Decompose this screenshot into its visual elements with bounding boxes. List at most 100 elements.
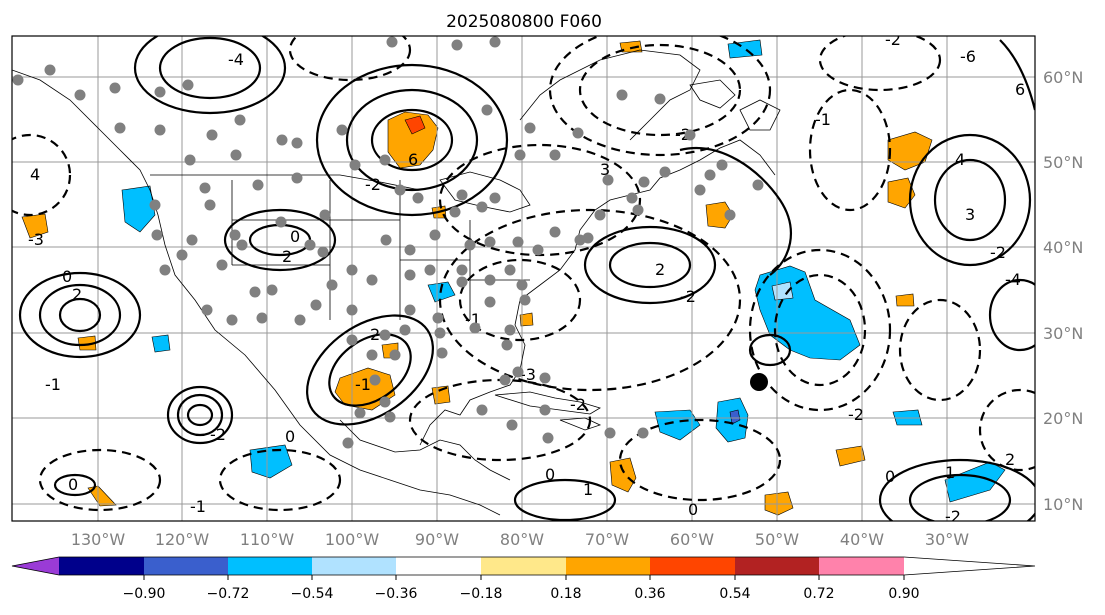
station-dot [226,314,238,326]
contour-label: -2 [570,395,586,414]
station-dot [504,324,516,336]
station-dot [154,124,166,136]
station-dot [514,149,526,161]
contour-label: -4 [228,50,244,69]
station-dot [532,244,544,256]
station-dot [504,264,516,276]
station-dot [539,404,551,416]
contour-label: 3 [965,205,975,224]
station-dot [539,372,551,384]
lon-tick: 110°W [240,530,295,549]
station-dot [346,264,358,276]
station-dot [230,149,242,161]
station-dot [74,89,86,101]
station-dot [206,129,218,141]
station-dot [456,264,468,276]
station-dot [516,279,528,291]
colorbar-tick-label: 0.54 [719,586,750,602]
station-dot [489,192,501,204]
latitude-ticks: 60°N 50°N 40°N 30°N 20°N 10°N [1043,68,1083,514]
contour-label: 2 [282,247,292,266]
contour-label: -2 [365,175,381,194]
lat-tick: 50°N [1043,153,1083,172]
station-dot [379,396,391,408]
contour-label: -2 [210,425,226,444]
station-dot [366,349,378,361]
contour-label: 0 [290,227,300,246]
colorbar-segment [144,557,228,575]
contour-label: 0 [68,475,78,494]
station-dot [149,199,161,211]
station-dot [186,234,198,246]
station-markers [12,36,764,449]
lon-tick: 40°W [840,530,884,549]
lon-tick: 80°W [500,530,544,549]
station-dot [386,36,398,48]
colorbar-tick-label: 0.18 [550,586,581,602]
contour-label: -1 [45,375,61,394]
lat-tick: 40°N [1043,238,1083,257]
station-dot [456,189,468,201]
positive-anomaly-regions [21,40,933,516]
station-dot [716,159,728,171]
station-dot [346,334,358,346]
contour-label: 0 [688,500,698,519]
station-dot [379,154,391,166]
station-dot [499,374,511,386]
contour-label: 2 [370,325,380,344]
station-dot [366,274,378,286]
station-dot [349,159,361,171]
station-dot [489,36,501,48]
contour-label: 0 [545,465,555,484]
map-background [12,36,1035,521]
station-dot [176,249,188,261]
contour-label: -2 [990,243,1006,262]
station-dot [484,296,496,308]
station-dot [252,179,264,191]
contour-label: -4 [1005,270,1021,289]
colorbar-segment [566,557,650,575]
colorbar-tick-label: 0.90 [888,586,919,602]
station-dot [484,236,496,248]
lat-tick: 30°N [1043,324,1083,343]
station-dot [524,122,536,134]
station-dot [626,192,638,204]
station-dot [249,286,261,298]
contour-label: -3 [28,230,44,249]
contour-label: 2 [655,260,665,279]
colorbar-tick-label: −0.54 [291,586,334,602]
station-dot [512,236,524,248]
station-dot [654,93,666,105]
contour-lines [18,36,1035,521]
station-dot [394,184,406,196]
contour-label: -6 [960,47,976,66]
contour-label: 6 [408,150,418,169]
colorbar: −0.90 −0.72 −0.54 −0.36 −0.18 0.18 0.36 … [11,556,1036,602]
station-dot [399,324,411,336]
colorbar-outline [11,556,1036,576]
station-dot [369,374,381,386]
station-dot [724,209,736,221]
map-panel: 4 6 -2 2 -4 3 -2 -1 0 -2 2 -3 0 -6 4 2 -… [11,35,1036,522]
station-dot [346,304,358,316]
contour-label: -2 [848,405,864,424]
station-dot [184,154,196,166]
station-dot [412,192,424,204]
lon-tick: 120°W [155,530,210,549]
colorbar-tick-marks [143,575,905,580]
station-dot [684,129,696,141]
graticule [12,36,1035,521]
station-dot [638,176,650,188]
station-dot [604,427,616,439]
station-dot [694,184,706,196]
contour-label: -1 [190,497,206,516]
map-frame [11,35,1036,522]
contour-label: 2 [1005,450,1015,469]
station-dot [659,166,671,178]
station-dot [291,172,303,184]
lon-tick: 100°W [325,530,380,549]
station-dot [704,169,716,181]
station-dot [159,264,171,276]
station-dot [429,229,441,241]
station-dot [354,407,366,419]
